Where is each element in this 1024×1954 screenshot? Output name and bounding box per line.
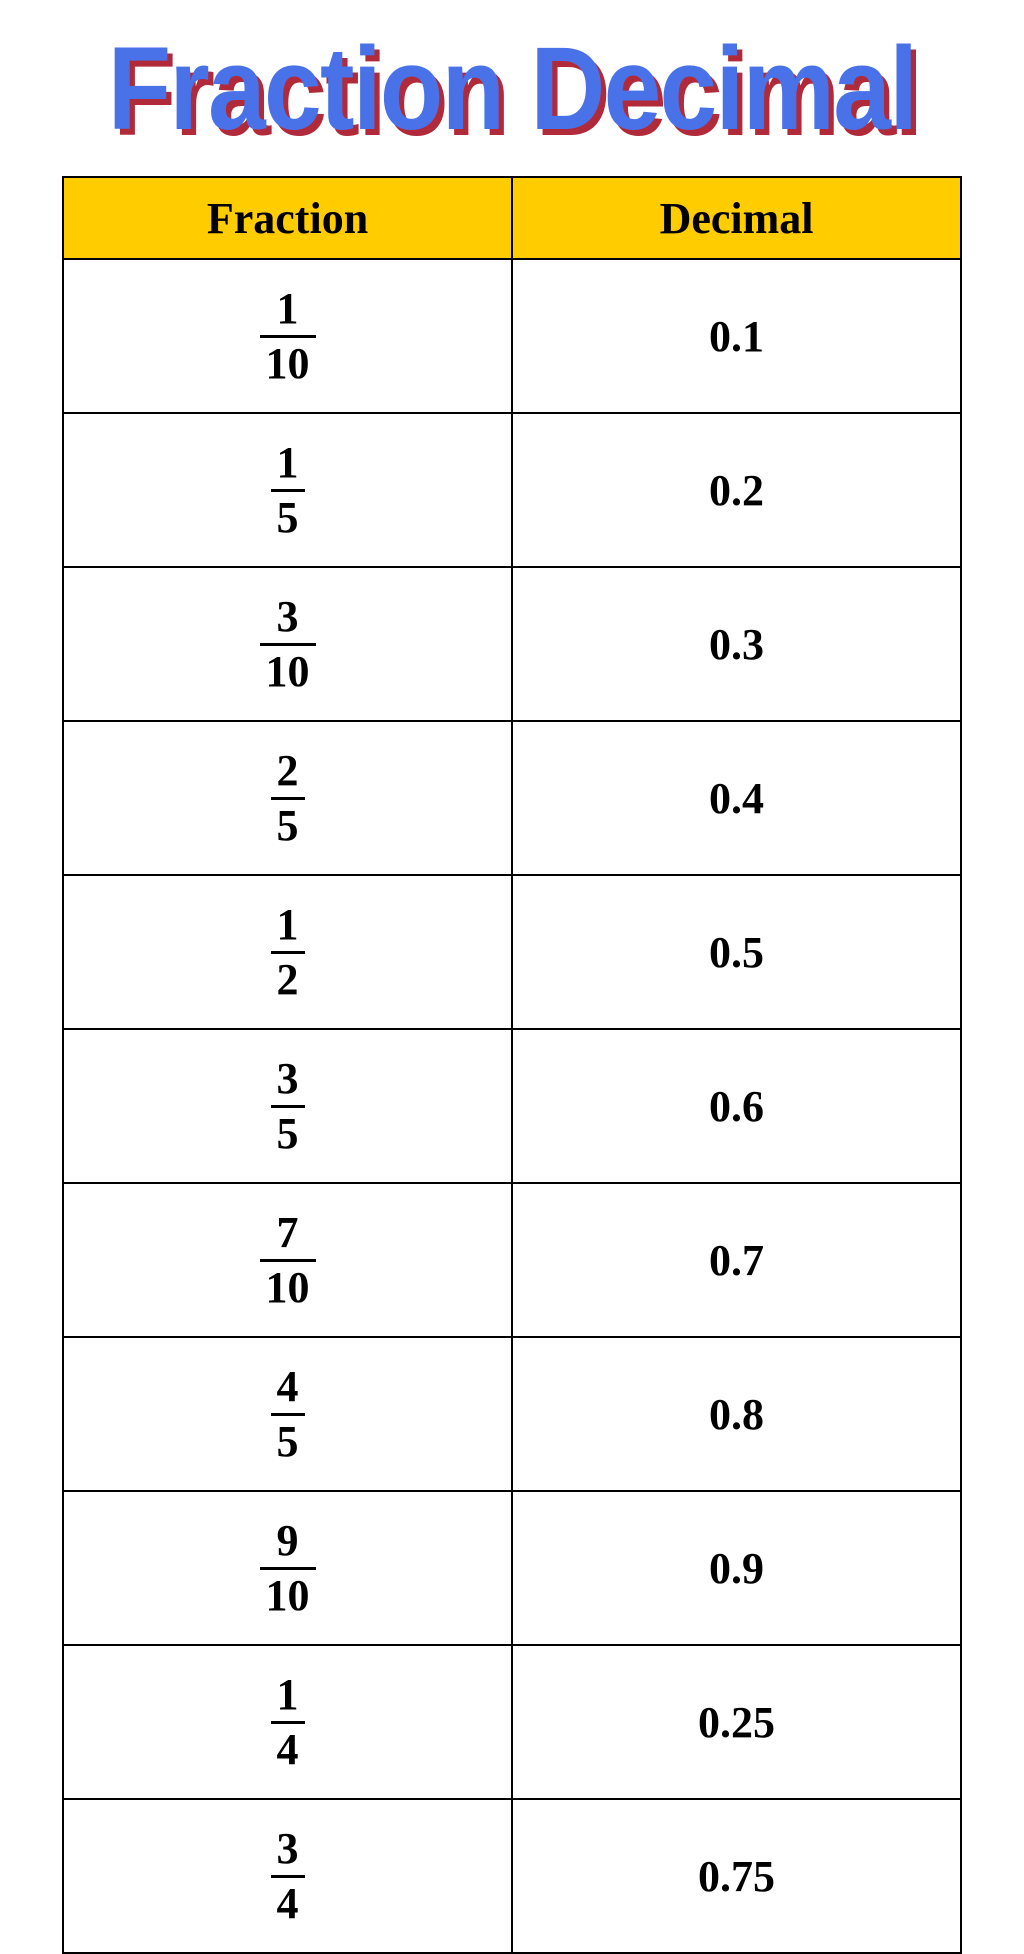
table-row: 250.4	[63, 721, 961, 875]
fraction-numerator: 1	[260, 287, 316, 335]
table-header: Fraction Decimal	[63, 177, 961, 259]
fraction: 710	[260, 1211, 316, 1310]
decimal-value: 0.9	[709, 1544, 764, 1593]
decimal-cell: 0.4	[512, 721, 961, 875]
fraction-cell: 15	[63, 413, 512, 567]
decimal-value: 0.6	[709, 1082, 764, 1131]
decimal-value: 0.5	[709, 928, 764, 977]
fraction-numerator: 2	[271, 749, 305, 797]
table-row: 350.6	[63, 1029, 961, 1183]
decimal-cell: 0.1	[512, 259, 961, 413]
fraction-denominator: 2	[271, 954, 305, 1002]
decimal-cell: 0.2	[512, 413, 961, 567]
fraction-cell: 25	[63, 721, 512, 875]
decimal-cell: 0.25	[512, 1645, 961, 1799]
table-body: 1100.1150.23100.3250.4120.5350.67100.745…	[63, 259, 961, 1953]
fraction-cell: 14	[63, 1645, 512, 1799]
fraction: 15	[271, 441, 305, 540]
fraction-denominator: 5	[271, 492, 305, 540]
fraction: 35	[271, 1057, 305, 1156]
fraction-numerator: 3	[260, 595, 316, 643]
fraction: 25	[271, 749, 305, 848]
decimal-value: 0.7	[709, 1236, 764, 1285]
fraction-numerator: 1	[271, 903, 305, 951]
decimal-cell: 0.7	[512, 1183, 961, 1337]
fraction-denominator: 10	[260, 1570, 316, 1618]
col-header-fraction: Fraction	[63, 177, 512, 259]
fraction-denominator: 4	[271, 1878, 305, 1926]
fraction-cell: 310	[63, 567, 512, 721]
fraction-denominator: 5	[271, 800, 305, 848]
decimal-value: 0.1	[709, 312, 764, 361]
decimal-value: 0.75	[698, 1852, 775, 1901]
fraction-denominator: 10	[260, 646, 316, 694]
table-row: 150.2	[63, 413, 961, 567]
fraction-cell: 45	[63, 1337, 512, 1491]
col-header-decimal: Decimal	[512, 177, 961, 259]
fraction-denominator: 10	[260, 1262, 316, 1310]
table-header-row: Fraction Decimal	[63, 177, 961, 259]
fraction-cell: 910	[63, 1491, 512, 1645]
decimal-cell: 0.6	[512, 1029, 961, 1183]
fraction-numerator: 9	[260, 1519, 316, 1567]
decimal-cell: 0.5	[512, 875, 961, 1029]
fraction-numerator: 7	[260, 1211, 316, 1259]
fraction: 45	[271, 1365, 305, 1464]
fraction-numerator: 3	[271, 1827, 305, 1875]
table-row: 120.5	[63, 875, 961, 1029]
decimal-value: 0.2	[709, 466, 764, 515]
decimal-cell: 0.9	[512, 1491, 961, 1645]
fraction-denominator: 5	[271, 1108, 305, 1156]
table-row: 340.75	[63, 1799, 961, 1953]
decimal-cell: 0.8	[512, 1337, 961, 1491]
fraction-denominator: 5	[271, 1416, 305, 1464]
decimal-cell: 0.75	[512, 1799, 961, 1953]
table-row: 310 0.3	[63, 567, 961, 721]
fraction-numerator: 3	[271, 1057, 305, 1105]
fraction-cell: 110	[63, 259, 512, 413]
fraction-numerator: 1	[271, 441, 305, 489]
fraction-decimal-table: Fraction Decimal 1100.1150.23100.3250.41…	[62, 176, 962, 1954]
fraction-cell: 12	[63, 875, 512, 1029]
fraction-numerator: 4	[271, 1365, 305, 1413]
fraction-cell: 35	[63, 1029, 512, 1183]
fraction: 910	[260, 1519, 316, 1618]
fraction: 12	[271, 903, 305, 1002]
fraction: 14	[271, 1673, 305, 1772]
page-title: Fraction Decimal	[61, 30, 962, 148]
fraction: 110	[260, 287, 316, 386]
fraction-denominator: 10	[260, 338, 316, 386]
decimal-value: 0.8	[709, 1390, 764, 1439]
decimal-cell: 0.3	[512, 567, 961, 721]
fraction-denominator: 4	[271, 1724, 305, 1772]
fraction: 34	[271, 1827, 305, 1926]
page: Fraction Decimal Fraction Decimal 1100.1…	[0, 0, 1024, 1954]
table-row: 110 0.1	[63, 259, 961, 413]
fraction-cell: 710	[63, 1183, 512, 1337]
decimal-value: 0.3	[709, 620, 764, 669]
fraction-numerator: 1	[271, 1673, 305, 1721]
table-row: 140.25	[63, 1645, 961, 1799]
table-row: 450.8	[63, 1337, 961, 1491]
decimal-value: 0.25	[698, 1698, 775, 1747]
table-row: 910 0.9	[63, 1491, 961, 1645]
decimal-value: 0.4	[709, 774, 764, 823]
fraction: 310	[260, 595, 316, 694]
fraction-cell: 34	[63, 1799, 512, 1953]
table-row: 710 0.7	[63, 1183, 961, 1337]
